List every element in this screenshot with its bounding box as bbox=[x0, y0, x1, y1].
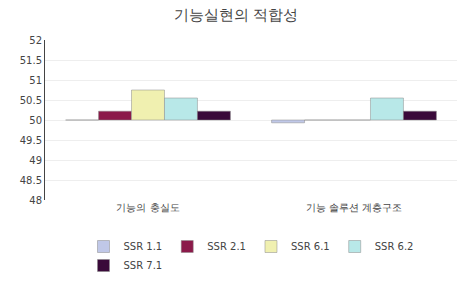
svg-text:SSR 6.2: SSR 6.2 bbox=[375, 241, 414, 252]
svg-text:48.5: 48.5 bbox=[20, 175, 42, 186]
svg-text:기능의 충실도: 기능의 충실도 bbox=[116, 202, 179, 213]
svg-text:51.5: 51.5 bbox=[20, 55, 42, 66]
svg-text:50.5: 50.5 bbox=[20, 95, 42, 106]
svg-text:51: 51 bbox=[29, 75, 42, 86]
svg-text:49: 49 bbox=[29, 155, 42, 166]
svg-text:48: 48 bbox=[29, 195, 42, 206]
svg-text:기능 솔루션 계층구조: 기능 솔루션 계층구조 bbox=[306, 202, 402, 213]
svg-text:SSR 1.1: SSR 1.1 bbox=[124, 241, 163, 252]
svg-text:SSR 2.1: SSR 2.1 bbox=[207, 241, 246, 252]
svg-text:52: 52 bbox=[29, 35, 42, 46]
svg-text:49.5: 49.5 bbox=[20, 135, 42, 146]
svg-text:SSR 6.1: SSR 6.1 bbox=[291, 241, 330, 252]
svg-text:50: 50 bbox=[29, 115, 42, 126]
svg-text:SSR 7.1: SSR 7.1 bbox=[124, 260, 163, 271]
svg-text:기능실현의 적합성: 기능실현의 적합성 bbox=[174, 6, 299, 24]
